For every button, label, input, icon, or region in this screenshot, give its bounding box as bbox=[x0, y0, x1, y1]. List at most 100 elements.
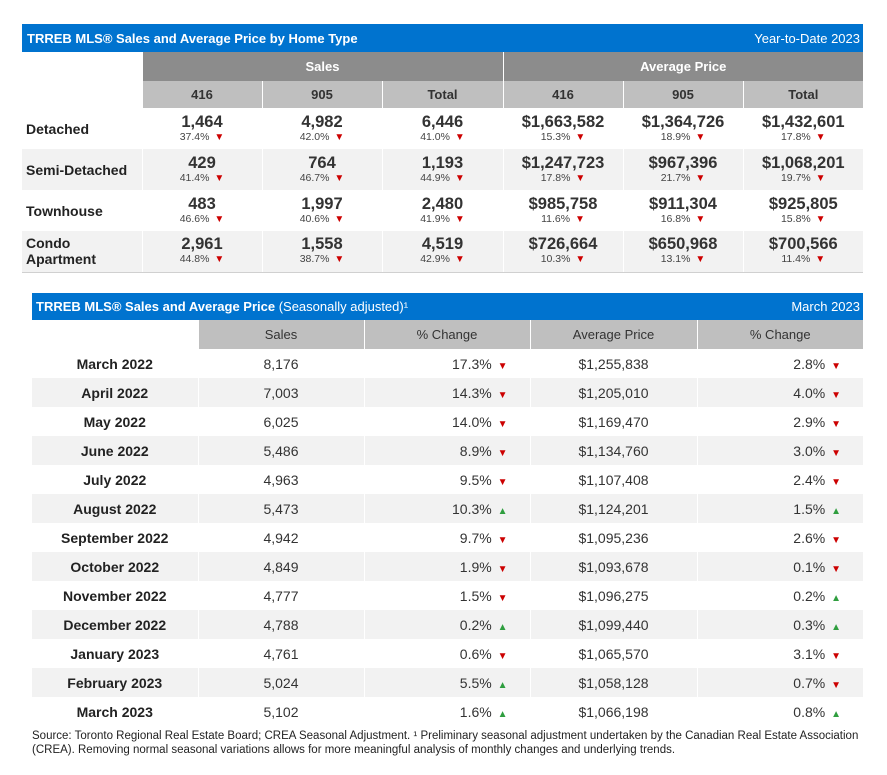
sales-change-value: 10.3% bbox=[452, 500, 492, 517]
sales-change-cell: 0.2% ▲ bbox=[363, 610, 530, 639]
price-change-cell: 2.6% ▼ bbox=[696, 523, 863, 552]
cell-change: 41.0% ▼ bbox=[383, 131, 503, 144]
sales-change-value: 9.7% bbox=[459, 529, 492, 546]
data-cell: $1,663,582 15.3% ▼ bbox=[502, 108, 624, 149]
cell-change: 19.7% ▼ bbox=[744, 172, 864, 185]
data-cell: $1,247,723 17.8% ▼ bbox=[502, 149, 624, 190]
sales-change-cell: 5.5% ▲ bbox=[363, 668, 530, 697]
cell-pct: 44.9% bbox=[420, 171, 450, 184]
down-triangle-icon: ▼ bbox=[497, 534, 508, 546]
price-change-cell: 0.2% ▲ bbox=[696, 581, 863, 610]
monthly-grid: Sales % Change Average Price % Change Ma… bbox=[32, 320, 863, 726]
down-triangle-icon: ▼ bbox=[831, 418, 841, 430]
cell-change: 38.7% ▼ bbox=[263, 253, 382, 266]
column-header: % Change bbox=[363, 320, 530, 349]
down-triangle-icon: ▼ bbox=[454, 254, 465, 266]
average-price-cell: $1,065,570 bbox=[529, 639, 697, 668]
average-price-cell: $1,107,408 bbox=[529, 465, 697, 494]
corner-cell bbox=[22, 52, 142, 81]
sales-change-value: 14.0% bbox=[452, 413, 492, 430]
data-cell: 2,480 41.9% ▼ bbox=[381, 190, 504, 231]
cell-pct: 15.8% bbox=[780, 212, 811, 225]
price-change-value: 2.8% bbox=[793, 355, 826, 372]
month-label: April 2022 bbox=[32, 378, 198, 407]
down-triangle-icon: ▼ bbox=[831, 447, 841, 459]
down-triangle-icon: ▼ bbox=[831, 360, 841, 372]
cell-value: $700,566 bbox=[768, 235, 838, 254]
column-header: Average Price bbox=[529, 320, 697, 349]
cell-value: $911,304 bbox=[649, 194, 717, 213]
table-row: September 2022 4,942 9.7% ▼ $1,095,236 2.6% … bbox=[32, 523, 863, 552]
sales-cell: 8,176 bbox=[197, 349, 364, 378]
month-label: September 2022 bbox=[61, 529, 169, 546]
price-change-value: 2.9% bbox=[793, 413, 826, 430]
cell-change: 18.9% ▼ bbox=[624, 131, 743, 144]
average-price-cell: $1,205,010 bbox=[529, 378, 697, 407]
cell-pct: 40.6% bbox=[299, 212, 330, 225]
row-label: Townhouse bbox=[26, 202, 103, 219]
cell-pct: 16.8% bbox=[660, 212, 691, 225]
row-label: Semi-Detached bbox=[22, 149, 142, 190]
table-row: February 2023 5,024 5.5% ▲ $1,058,128 0.7% ▼ bbox=[32, 668, 863, 697]
cell-change: 46.7% ▼ bbox=[263, 172, 382, 185]
cell-pct: 19.7% bbox=[780, 171, 811, 184]
down-triangle-icon: ▼ bbox=[575, 213, 585, 225]
cell-change: 15.8% ▼ bbox=[744, 213, 864, 226]
down-triangle-icon: ▼ bbox=[815, 213, 826, 225]
seasonally-adjusted-title: TRREB MLS® Sales and Average Price (Seas… bbox=[36, 299, 408, 314]
month-label: February 2023 bbox=[32, 668, 198, 697]
down-triangle-icon: ▼ bbox=[334, 131, 345, 143]
cell-value: 1,558 bbox=[301, 235, 343, 254]
cell-change: 11.6% ▼ bbox=[504, 213, 623, 226]
sales-change-cell: 8.9% ▼ bbox=[363, 436, 530, 465]
data-cell: 2,961 44.8% ▼ bbox=[141, 231, 262, 273]
price-change-cell: 2.9% ▼ bbox=[696, 407, 863, 436]
average-price-cell: $1,058,128 bbox=[529, 668, 697, 697]
down-triangle-icon: ▼ bbox=[214, 131, 225, 143]
cell-pct: 41.9% bbox=[420, 212, 450, 225]
price-change-cell: 2.8% ▼ bbox=[696, 349, 863, 378]
data-cell: $925,805 15.8% ▼ bbox=[742, 190, 864, 231]
price-change-value: 0.3% bbox=[793, 616, 826, 633]
cell-change: 11.4% ▼ bbox=[744, 253, 864, 266]
price-change-cell: 2.4% ▼ bbox=[696, 465, 863, 494]
table-row: Townhouse 483 46.6% ▼ 1,997 40.6% ▼ 2,480 41.9… bbox=[22, 190, 864, 231]
sales-change-value: 1.5% bbox=[459, 587, 492, 604]
column-header: 416 bbox=[141, 81, 262, 108]
table-row: October 2022 4,849 1.9% ▼ $1,093,678 0.1% ▼ bbox=[32, 552, 863, 581]
sales-cell: 7,003 bbox=[197, 378, 364, 407]
cell-pct: 41.4% bbox=[179, 171, 210, 184]
price-change-value: 0.1% bbox=[793, 558, 826, 575]
up-triangle-icon: ▲ bbox=[497, 621, 508, 633]
sales-group-header: Sales bbox=[141, 52, 504, 81]
corner-cell bbox=[22, 81, 142, 108]
data-cell: 1,464 37.4% ▼ bbox=[141, 108, 262, 149]
table-row: April 2022 7,003 14.3% ▼ $1,205,010 4.0% ▼ bbox=[32, 378, 863, 407]
down-triangle-icon: ▼ bbox=[815, 131, 826, 143]
cell-value: $1,663,582 bbox=[521, 112, 605, 131]
cell-value: $1,068,201 bbox=[761, 153, 845, 172]
down-triangle-icon: ▼ bbox=[831, 563, 841, 575]
sales-change-cell: 1.9% ▼ bbox=[363, 552, 530, 581]
average-price-cell: $1,124,201 bbox=[529, 494, 697, 523]
cell-value: 6,446 bbox=[421, 112, 464, 131]
sales-change-value: 1.6% bbox=[459, 703, 492, 720]
down-triangle-icon: ▼ bbox=[695, 254, 706, 266]
sales-change-value: 0.2% bbox=[459, 616, 492, 633]
data-cell: $985,758 11.6% ▼ bbox=[502, 190, 624, 231]
sales-cell: 4,788 bbox=[197, 610, 364, 639]
sales-change-cell: 17.3% ▼ bbox=[363, 349, 530, 378]
table-row: June 2022 5,486 8.9% ▼ $1,134,760 3.0% ▼ bbox=[32, 436, 863, 465]
month-label: January 2023 bbox=[70, 645, 160, 662]
column-header: Total bbox=[742, 81, 864, 108]
cell-pct: 17.8% bbox=[540, 171, 571, 184]
data-cell: 1,558 38.7% ▼ bbox=[261, 231, 382, 273]
data-cell: $726,664 10.3% ▼ bbox=[502, 231, 624, 273]
cell-change: 46.6% ▼ bbox=[143, 213, 262, 226]
down-triangle-icon: ▼ bbox=[497, 360, 508, 372]
price-change-value: 2.4% bbox=[793, 471, 826, 488]
cell-change: 10.3% ▼ bbox=[504, 253, 623, 266]
sales-change-cell: 10.3% ▲ bbox=[363, 494, 530, 523]
down-triangle-icon: ▼ bbox=[334, 172, 345, 184]
down-triangle-icon: ▼ bbox=[497, 476, 508, 488]
